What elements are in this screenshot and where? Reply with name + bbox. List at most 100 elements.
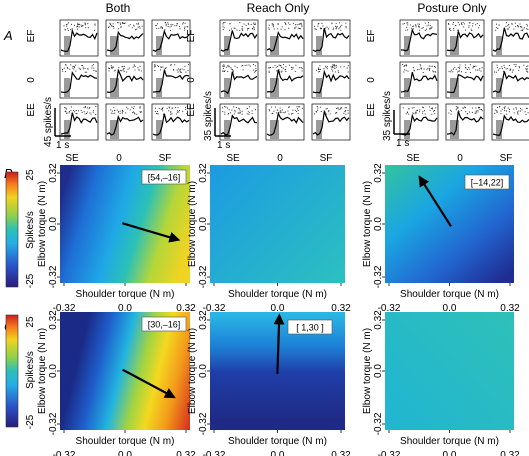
spike-tick	[325, 67, 327, 69]
epoch-shade	[316, 120, 322, 139]
spike-tick	[300, 22, 302, 24]
panel-label-a: A	[3, 28, 13, 43]
spike-tick	[345, 110, 347, 111]
spike-tick	[402, 64, 404, 66]
spike-tick	[501, 66, 503, 68]
spike-tick	[64, 71, 66, 73]
spike-tick	[325, 27, 327, 29]
spike-tick	[70, 64, 72, 66]
spike-tick	[285, 66, 287, 68]
spike-tick	[64, 29, 66, 31]
spike-tick	[294, 109, 296, 111]
spike-tick	[247, 111, 249, 113]
preferred-torque-arrow	[122, 368, 176, 399]
spike-tick	[455, 109, 457, 111]
spike-tick	[294, 28, 296, 30]
spike-tick	[154, 107, 156, 109]
x-tick-label: 0.0	[118, 450, 132, 456]
spike-tick	[123, 68, 125, 70]
spike-tick	[228, 65, 230, 67]
psth-trace	[106, 68, 144, 94]
spike-tick	[475, 110, 477, 112]
spike-tick	[227, 65, 229, 67]
spike-tick	[320, 68, 321, 70]
psth-trace	[266, 69, 304, 93]
heatmap-surface	[385, 312, 514, 430]
spike-tick	[118, 22, 120, 24]
x-tick-label: 0.0	[271, 450, 285, 456]
spike-tick	[174, 25, 176, 27]
spike-tick	[297, 109, 299, 111]
spike-tick	[225, 106, 227, 108]
spike-tick	[110, 109, 112, 111]
spike-tick	[236, 67, 238, 69]
spike-tick	[122, 69, 124, 71]
y-tick-label: -0.32	[373, 412, 384, 435]
spike-tick	[412, 112, 414, 114]
spike-tick	[281, 66, 283, 68]
spike-tick	[325, 108, 327, 110]
spike-tick	[468, 68, 470, 70]
spike-tick	[450, 69, 452, 71]
spike-tick	[169, 29, 171, 31]
spike-tick	[270, 67, 271, 68]
spike-tick	[251, 110, 253, 112]
spike-tick	[80, 110, 82, 112]
spike-tick	[462, 22, 464, 23]
spike-tick	[117, 22, 118, 24]
spike-tick	[459, 66, 461, 68]
y-axis-label: Elbow torque (N m)	[362, 328, 373, 414]
spike-tick	[333, 65, 335, 66]
spike-tick	[334, 68, 336, 69]
spike-tick	[158, 66, 160, 67]
spike-tick	[478, 24, 480, 26]
epoch-shade	[496, 78, 502, 97]
spike-tick	[120, 69, 122, 71]
y-tick-label: 0.32	[48, 163, 59, 183]
spike-tick	[288, 106, 289, 108]
spike-tick	[406, 26, 408, 28]
spike-tick	[171, 113, 173, 115]
spike-tick	[185, 71, 187, 73]
spike-tick	[93, 29, 95, 31]
spike-tick	[183, 69, 185, 71]
spike-tick	[513, 64, 515, 66]
spike-tick	[452, 22, 454, 24]
spike-tick	[513, 112, 515, 114]
spike-tick	[521, 26, 523, 28]
spike-tick	[463, 23, 465, 25]
spike-tick	[335, 66, 337, 68]
spike-tick	[228, 113, 229, 114]
spike-tick	[503, 107, 505, 108]
spike-tick	[122, 65, 124, 67]
rate-scale-label-2: 35 spikes/s	[203, 91, 214, 141]
spike-tick	[156, 113, 157, 115]
spike-tick	[83, 107, 85, 109]
raster-tile	[491, 19, 529, 57]
spike-tick	[475, 69, 477, 71]
spike-tick	[161, 27, 163, 29]
spike-tick	[474, 112, 476, 114]
col-label-sf: SF	[159, 153, 172, 164]
spike-tick	[517, 26, 519, 28]
spike-tick	[277, 66, 279, 68]
spike-tick	[81, 112, 83, 113]
spike-tick	[413, 70, 415, 72]
spike-tick	[336, 26, 338, 27]
psth-trace	[60, 70, 98, 94]
spike-tick	[184, 29, 186, 31]
spike-tick	[162, 107, 164, 109]
spike-tick	[406, 112, 408, 114]
spike-tick	[298, 67, 300, 69]
spike-tick	[475, 107, 477, 109]
x-tick-label: -0.32	[53, 450, 76, 456]
spike-tick	[515, 66, 517, 67]
spike-tick	[295, 26, 297, 28]
spike-tick	[406, 22, 408, 24]
raster-tile	[151, 61, 191, 99]
spike-tick	[170, 24, 172, 25]
spike-tick	[452, 71, 454, 73]
spike-tick	[515, 26, 517, 28]
spike-tick	[464, 106, 465, 108]
spike-tick	[317, 107, 319, 109]
